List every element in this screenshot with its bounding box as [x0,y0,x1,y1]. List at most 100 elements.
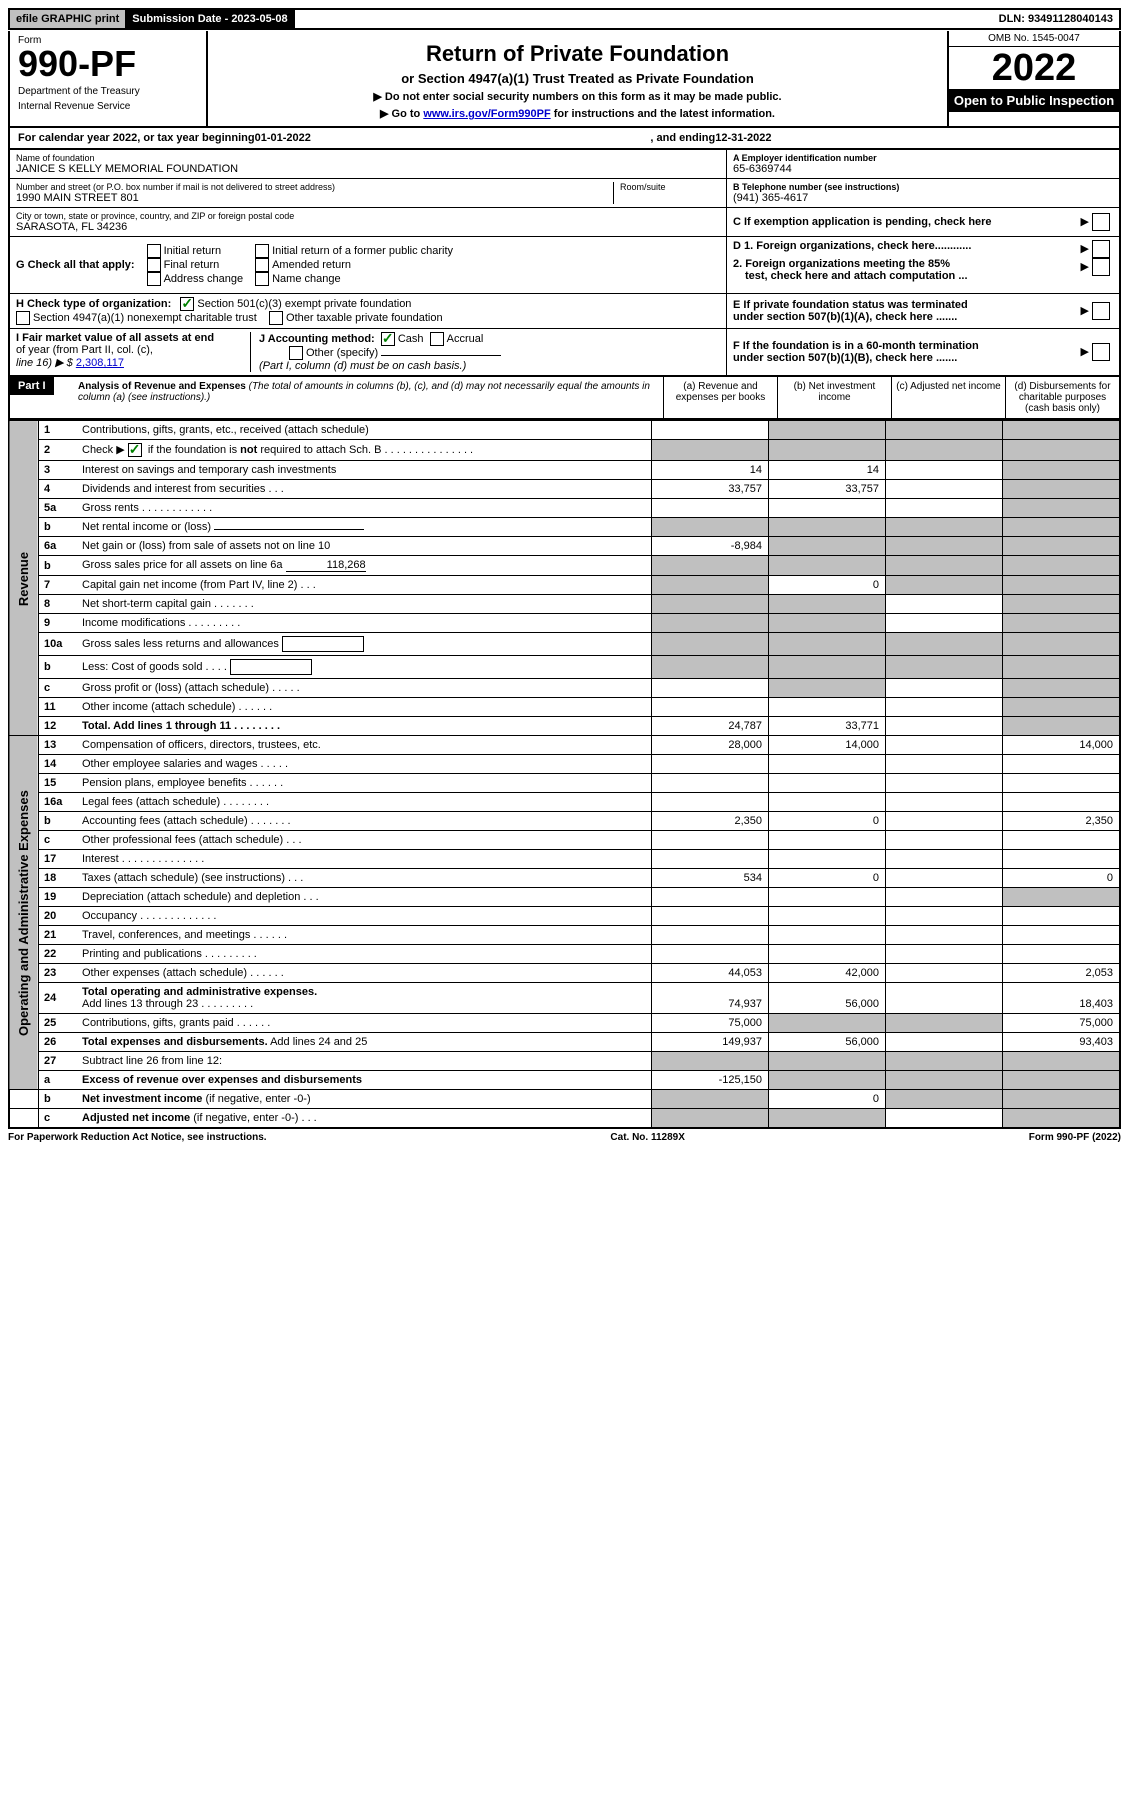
phone-label: B Telephone number (see instructions) [733,182,1113,192]
line-18-a: 534 [652,869,769,888]
efile-label[interactable]: efile GRAPHIC print [10,10,126,28]
line-12-b: 33,771 [769,717,886,736]
line-10c-desc: Gross profit or (loss) (attach schedule)… [77,679,652,698]
line-18-b: 0 [769,869,886,888]
line-27a-desc: Excess of revenue over expenses and disb… [77,1071,652,1090]
g-label: G Check all that apply: [16,259,135,271]
ein-value: 65-6369744 [733,163,1113,175]
line-8-desc: Net short-term capital gain . . . . . . … [77,595,652,614]
line-24-d: 18,403 [1003,983,1121,1014]
line-14: 14Other employee salaries and wages . . … [9,755,1120,774]
line-12-desc: Total. Add lines 1 through 11 . . . . . … [77,717,652,736]
line-12: 12Total. Add lines 1 through 11 . . . . … [9,717,1120,736]
line-16b-d: 2,350 [1003,812,1121,831]
room-label: Room/suite [620,182,720,192]
line-25-d: 75,000 [1003,1014,1121,1033]
line-23-a: 44,053 [652,964,769,983]
chk-name-change[interactable] [255,272,269,286]
line-16b-a: 2,350 [652,812,769,831]
line-17-desc: Interest . . . . . . . . . . . . . . [77,850,652,869]
line-23-d: 2,053 [1003,964,1121,983]
line-27b: bNet investment income (if negative, ent… [9,1090,1120,1109]
line-18-desc: Taxes (attach schedule) (see instruction… [77,869,652,888]
i-label1: I Fair market value of all assets at end [16,332,246,344]
top-bar: efile GRAPHIC print Submission Date - 20… [8,8,1121,30]
line-25-a: 75,000 [652,1014,769,1033]
line-2-dots: . . . . . . . . . . . . . . . [381,444,473,456]
g-d-row: G Check all that apply: Initial return F… [8,237,1121,294]
line-10a-desc: Gross sales less returns and allowances [82,638,279,650]
line-1: Revenue 1Contributions, gifts, grants, e… [9,421,1120,440]
foundation-name: JANICE S KELLY MEMORIAL FOUNDATION [16,163,720,175]
line-24-desc1: Total operating and administrative expen… [82,986,317,998]
exemption-checkbox[interactable] [1092,213,1110,231]
line-16a-desc: Legal fees (attach schedule) . . . . . .… [77,793,652,812]
dln: DLN: 93491128040143 [993,10,1119,28]
line-9: 9Income modifications . . . . . . . . . [9,614,1120,633]
chk-initial-return[interactable] [147,244,161,258]
line-26-b: 56,000 [769,1033,886,1052]
revenue-side-label: Revenue [9,421,39,736]
chk-address-change[interactable] [147,272,161,286]
form-number: 990-PF [18,46,198,82]
chk-85pct[interactable] [1092,258,1110,276]
j-note: (Part I, column (d) must be on cash basi… [259,360,720,372]
form990pf-link[interactable]: www.irs.gov/Form990PF [423,108,550,120]
chk-foreign-org[interactable] [1092,240,1110,258]
col-b-header: (b) Net investment income [777,377,891,418]
chk-other-taxable[interactable] [269,311,283,325]
f1-label: F If the foundation is in a 60-month ter… [733,340,979,352]
chk-initial-former[interactable] [255,244,269,258]
i-label2: of year (from Part II, col. (c), [16,344,246,356]
exemption-pending-label: C If exemption application is pending, c… [733,216,992,228]
opt-initial-return: Initial return [164,245,221,257]
phone-value: (941) 365-4617 [733,192,1113,204]
line-6a-a: -8,984 [652,537,769,556]
open-to-public: Open to Public Inspection [949,89,1119,112]
chk-accrual[interactable] [430,332,444,346]
chk-60month[interactable] [1092,343,1110,361]
chk-terminated[interactable] [1092,302,1110,320]
line-24-desc2: Add lines 13 through 23 . . . . . . . . … [82,998,253,1010]
chk-final-return[interactable] [147,258,161,272]
goto-instructions: ▶ Go to www.irs.gov/Form990PF for instru… [214,107,941,120]
chk-amended[interactable] [255,258,269,272]
goto-pre: ▶ Go to [380,108,423,120]
line-13-desc: Compensation of officers, directors, tru… [77,736,652,755]
line-11: 11Other income (attach schedule) . . . .… [9,698,1120,717]
line-7-desc: Capital gain net income (from Part IV, l… [77,576,652,595]
line-26-desc-bold: Total expenses and disbursements. [82,1036,268,1048]
line-7-b: 0 [769,576,886,595]
line-13-b: 14,000 [769,736,886,755]
chk-schb[interactable] [128,443,142,457]
line-27a-a: -125,150 [652,1071,769,1090]
chk-4947[interactable] [16,311,30,325]
line-4-a: 33,757 [652,480,769,499]
chk-other-method[interactable] [289,346,303,360]
line-19: 19Depreciation (attach schedule) and dep… [9,888,1120,907]
fmv-value[interactable]: 2,308,117 [76,357,124,369]
chk-501c3[interactable] [180,297,194,311]
opt-final-return: Final return [164,259,220,271]
dept-irs: Internal Revenue Service [18,101,198,112]
opt-cash: Cash [398,333,424,345]
line-24-a: 74,937 [652,983,769,1014]
part1-table: Revenue 1Contributions, gifts, grants, e… [8,420,1121,1129]
footer-right: Form 990-PF (2022) [1029,1132,1121,1143]
city-value: SARASOTA, FL 34236 [16,221,720,233]
line-23-b: 42,000 [769,964,886,983]
opt-4947: Section 4947(a)(1) nonexempt charitable … [33,312,257,324]
chk-cash[interactable] [381,332,395,346]
line-14-desc: Other employee salaries and wages . . . … [77,755,652,774]
opt-name-change: Name change [272,273,341,285]
calyear-end: 12-31-2022 [715,132,771,144]
line-2-post: if the foundation is not required to att… [145,444,382,456]
line-27b-b: 0 [769,1090,886,1109]
line-27a: aExcess of revenue over expenses and dis… [9,1071,1120,1090]
line-7: 7Capital gain net income (from Part IV, … [9,576,1120,595]
line-27-desc: Subtract line 26 from line 12: [77,1052,652,1071]
line-26-a: 149,937 [652,1033,769,1052]
line-1-desc: Contributions, gifts, grants, etc., rece… [77,421,652,440]
omb-number: OMB No. 1545-0047 [949,31,1119,47]
line-25-desc: Contributions, gifts, grants paid . . . … [77,1014,652,1033]
